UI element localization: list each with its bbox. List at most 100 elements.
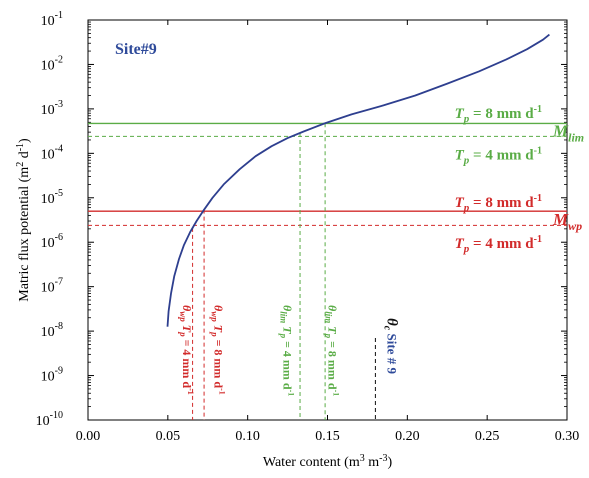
tp-symbol: T	[325, 323, 339, 334]
theta-subscript: wp	[178, 311, 188, 322]
y-tick-exponent: -6	[55, 232, 63, 243]
y-tick-label: 10-4	[41, 143, 63, 162]
theta-label: θlim Tp = 8 mm d-1	[323, 305, 340, 396]
y-tick-exponent: -5	[55, 188, 63, 199]
tp-symbol: T	[211, 322, 225, 333]
theta-label: θwp Tp = 4 mm d-1	[178, 305, 195, 395]
y-title-mid: d	[17, 151, 32, 162]
x-tick-label: 0.00	[76, 429, 101, 444]
tp-symbol: T	[180, 322, 194, 333]
y-tick-base: 10	[41, 192, 55, 207]
theta-text: = 4 mm d	[180, 337, 194, 389]
y-title-sup: 2	[15, 162, 26, 167]
y-tick-label: 10-9	[41, 366, 63, 385]
theta-superscript: -1	[217, 388, 226, 395]
y-tick-label: 10-6	[41, 232, 63, 251]
tp-text: = 8 mm d	[469, 106, 534, 122]
y-tick-base: 10	[36, 414, 50, 429]
tp-superscript: -1	[534, 234, 542, 245]
y-tick-base: 10	[41, 236, 55, 251]
tp-label: Tp = 4 mm d-1	[455, 234, 542, 255]
site-theta-label: θc Site # 9	[381, 318, 399, 374]
tp-subscript: p	[178, 331, 188, 337]
x-title-end: )	[387, 455, 392, 470]
y-title-sup: -1	[15, 143, 26, 151]
theta-superscript: -1	[331, 390, 340, 397]
x-title-sup: -3	[379, 453, 387, 464]
y-tick-base: 10	[41, 14, 55, 29]
x-tick-label: 0.20	[395, 429, 420, 444]
tp-superscript: -1	[534, 145, 542, 156]
y-tick-base: 10	[41, 58, 55, 73]
tp-subscript: p	[463, 113, 470, 125]
x-title-mid: m	[365, 455, 380, 470]
theta-subscript: lim	[323, 311, 333, 323]
theta-text: = 8 mm d	[325, 338, 339, 390]
y-tick-exponent: -3	[55, 99, 63, 110]
y-tick-exponent: -4	[55, 143, 63, 154]
tp-subscript: p	[463, 202, 470, 214]
x-tick-label: 0.25	[475, 429, 500, 444]
y-tick-label: 10-5	[41, 188, 63, 207]
y-axis-title: Matric flux potential (m2 d-1)	[15, 138, 32, 302]
tp-text: = 4 mm d	[469, 147, 534, 163]
y-tick-label: 10-1	[41, 10, 63, 29]
x-title-sup: 3	[360, 453, 365, 464]
m-symbol: M	[552, 210, 569, 229]
mlim-label: Mlim	[552, 121, 584, 144]
y-tick-exponent: -10	[50, 410, 63, 421]
y-tick-base: 10	[41, 103, 55, 118]
tp-symbol: T	[455, 147, 465, 163]
y-tick-label: 10-2	[41, 54, 63, 73]
theta-label: θwp Tp = 8 mm d-1	[209, 305, 226, 395]
tp-symbol: T	[455, 106, 465, 122]
theta-label: θlim Tp = 4 mm d-1	[279, 305, 296, 396]
tp-subscript: p	[209, 331, 219, 337]
theta-superscript: -1	[186, 388, 195, 395]
theta-superscript: -1	[287, 390, 296, 397]
tp-label: Tp = 4 mm d-1	[455, 145, 542, 166]
theta-subscript: lim	[279, 311, 289, 323]
x-tick-label: 0.15	[315, 429, 340, 444]
site-text: Site # 9	[384, 330, 399, 374]
theta-subscript: wp	[209, 311, 219, 322]
tp-subscript: p	[323, 333, 333, 339]
theta-symbol: θ	[325, 305, 339, 312]
theta-symbol: θ	[180, 305, 194, 312]
y-tick-exponent: -9	[55, 366, 63, 377]
mwp-label: Mwp	[552, 210, 582, 233]
tp-symbol: T	[455, 236, 465, 252]
y-tick-label: 10-3	[41, 99, 63, 118]
y-tick-base: 10	[41, 325, 55, 340]
theta-text: = 8 mm d	[211, 337, 225, 389]
x-tick-label: 0.10	[235, 429, 260, 444]
m-symbol: M	[552, 121, 569, 140]
y-tick-exponent: -1	[55, 10, 63, 21]
m-subscript: lim	[568, 130, 584, 144]
y-tick-base: 10	[41, 147, 55, 162]
flux-curve	[166, 33, 550, 327]
tp-label: Tp = 8 mm d-1	[455, 104, 542, 125]
site-label: Site#9	[115, 41, 157, 58]
theta-text: = 4 mm d	[281, 338, 295, 390]
tp-superscript: -1	[534, 104, 542, 115]
y-tick-exponent: -8	[55, 321, 63, 332]
theta-symbol: θ	[383, 318, 399, 326]
x-tick-label: 0.30	[555, 429, 580, 444]
theta-symbol: θ	[211, 305, 225, 312]
theta-symbol: θ	[281, 305, 295, 312]
y-tick-base: 10	[41, 281, 55, 296]
y-title-main: Matric flux potential (m	[17, 167, 32, 302]
m-subscript: wp	[568, 219, 582, 233]
y-tick-label: 10-7	[41, 277, 63, 296]
tp-text: = 4 mm d	[469, 236, 534, 252]
y-tick-label: 10-10	[36, 410, 63, 429]
tp-symbol: T	[455, 195, 465, 211]
tp-subscript: p	[463, 154, 470, 166]
y-tick-base: 10	[41, 370, 55, 385]
tp-subscript: p	[279, 333, 289, 339]
theta-subscript: c	[381, 326, 392, 331]
y-title-end: )	[17, 138, 32, 143]
